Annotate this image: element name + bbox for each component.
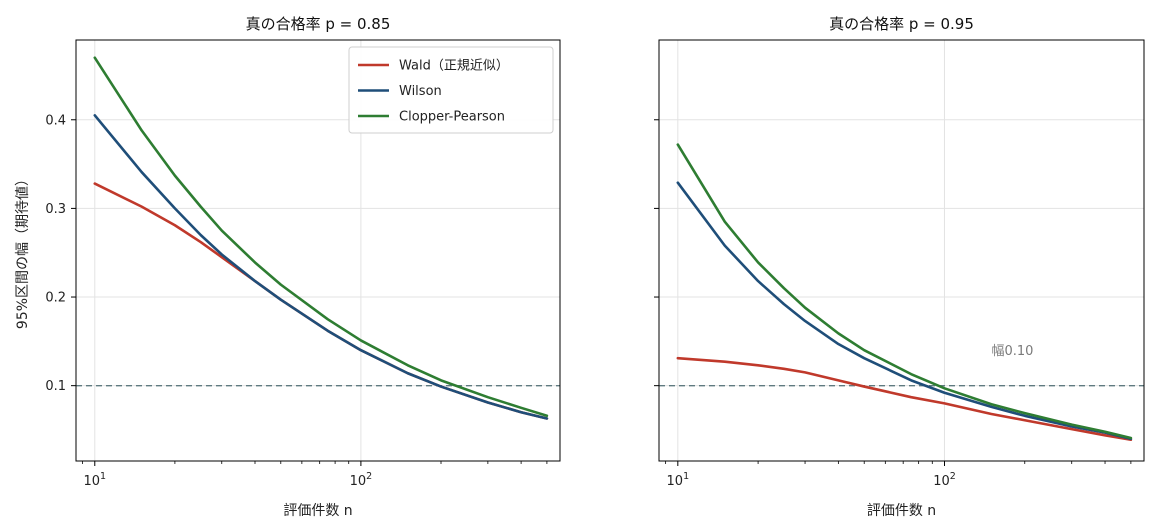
left-x-tick-label: 102 bbox=[350, 471, 373, 489]
right-x-tick-label: 102 bbox=[933, 471, 956, 489]
right-plot-frame bbox=[658, 39, 1145, 462]
left-panel: 101 102 0.1 0.2 0.3 0.4 真の合格率 p = 0.85 評価件数 n… bbox=[15, 15, 561, 519]
left-series-line-clopper-pearson bbox=[93, 56, 549, 418]
left-x-tick-label: 101 bbox=[83, 471, 106, 489]
left-y-tick-label: 0.4 bbox=[45, 113, 66, 128]
right-series-line-clopper-pearson bbox=[676, 143, 1133, 440]
left-plot-frame bbox=[75, 39, 561, 462]
left-ticks: 101 102 0.1 0.2 0.3 0.4 bbox=[45, 113, 548, 489]
right-chart-title: 真の合格率 p = 0.95 bbox=[829, 15, 974, 33]
left-y-tick-label: 0.3 bbox=[45, 202, 66, 217]
left-chart-title: 真の合格率 p = 0.85 bbox=[246, 15, 391, 33]
right-series bbox=[676, 143, 1133, 442]
right-x-tick-label: 101 bbox=[667, 471, 690, 489]
reference-annotation: 幅0.10 bbox=[991, 344, 1033, 359]
right-panel: 101 102 真の合格率 p = 0.95 評価件数 n 幅0.10 bbox=[654, 15, 1145, 519]
left-y-axis-label: 95%区間の幅（期待値） bbox=[15, 172, 31, 329]
right-series-line-wald bbox=[676, 356, 1133, 442]
right-ticks: 101 102 bbox=[654, 119, 1132, 489]
right-series-line-wilson bbox=[676, 181, 1133, 441]
legend-box bbox=[348, 46, 554, 134]
left-series bbox=[93, 56, 549, 420]
right-x-axis-label: 評価件数 n bbox=[867, 503, 936, 519]
left-y-tick-label: 0.2 bbox=[45, 291, 66, 306]
legend: Wald（正規近似） Wilson Clopper-Pearson bbox=[348, 46, 554, 134]
legend-label-wald: Wald（正規近似） bbox=[399, 59, 509, 74]
left-series-line-wilson bbox=[93, 114, 549, 420]
left-x-axis-label: 評価件数 n bbox=[283, 503, 352, 519]
legend-label-clopper-pearson: Clopper-Pearson bbox=[399, 110, 505, 125]
legend-label-wilson: Wilson bbox=[399, 84, 442, 99]
left-y-tick-label: 0.1 bbox=[45, 379, 66, 394]
